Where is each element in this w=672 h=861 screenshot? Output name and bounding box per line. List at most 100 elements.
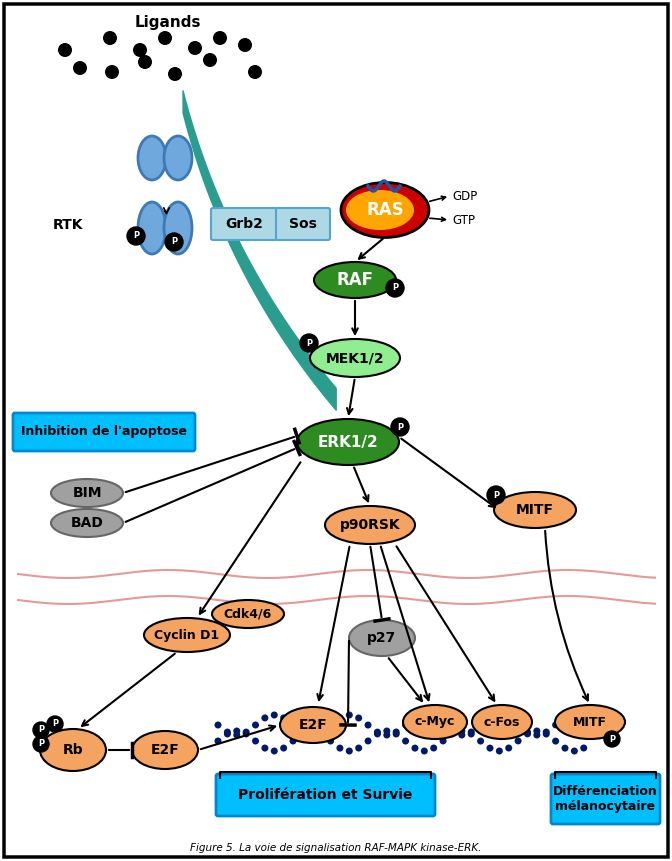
Circle shape: [383, 728, 390, 734]
Circle shape: [73, 61, 87, 75]
FancyBboxPatch shape: [276, 208, 330, 240]
Circle shape: [571, 711, 578, 718]
Text: Sos: Sos: [289, 217, 317, 231]
Text: MEK1/2: MEK1/2: [326, 351, 384, 365]
Circle shape: [505, 745, 512, 752]
Circle shape: [346, 711, 353, 718]
Text: p90RSK: p90RSK: [339, 518, 401, 532]
Ellipse shape: [325, 506, 415, 544]
Circle shape: [214, 738, 222, 745]
Circle shape: [308, 732, 315, 739]
Circle shape: [280, 745, 287, 752]
Circle shape: [580, 715, 587, 722]
Circle shape: [487, 715, 493, 722]
Circle shape: [552, 722, 559, 728]
Ellipse shape: [297, 419, 399, 465]
Circle shape: [33, 736, 49, 752]
Circle shape: [402, 722, 409, 728]
Circle shape: [524, 728, 531, 735]
Circle shape: [224, 730, 231, 737]
Circle shape: [248, 65, 262, 79]
FancyBboxPatch shape: [4, 4, 668, 857]
Circle shape: [534, 732, 540, 739]
Text: P: P: [133, 232, 139, 240]
Circle shape: [243, 728, 249, 735]
Circle shape: [290, 738, 296, 745]
Circle shape: [168, 67, 182, 81]
Text: RAS: RAS: [366, 201, 404, 219]
Ellipse shape: [51, 509, 123, 537]
Circle shape: [233, 728, 241, 734]
Circle shape: [318, 728, 325, 735]
Text: Ligands: Ligands: [135, 15, 201, 30]
Circle shape: [299, 730, 306, 737]
Circle shape: [411, 745, 419, 752]
Ellipse shape: [346, 190, 414, 230]
Text: Prolifération et Survie: Prolifération et Survie: [239, 788, 413, 802]
Circle shape: [261, 715, 268, 722]
Circle shape: [337, 715, 343, 722]
Circle shape: [430, 745, 437, 752]
Circle shape: [58, 43, 72, 57]
FancyBboxPatch shape: [216, 774, 435, 816]
Ellipse shape: [314, 262, 396, 298]
Text: ERK1/2: ERK1/2: [318, 435, 378, 449]
Circle shape: [543, 728, 550, 735]
Circle shape: [364, 738, 372, 745]
Circle shape: [133, 43, 147, 57]
Circle shape: [327, 738, 334, 745]
Circle shape: [290, 722, 296, 728]
Circle shape: [449, 728, 456, 735]
Text: Cdk4/6: Cdk4/6: [224, 608, 272, 621]
Circle shape: [477, 738, 484, 745]
Ellipse shape: [138, 202, 166, 254]
Circle shape: [468, 728, 474, 735]
Text: P: P: [38, 740, 44, 748]
Circle shape: [33, 722, 49, 738]
Circle shape: [318, 730, 325, 738]
Text: Figure 5. La voie de signalisation RAF-MAPK kinase-ERK.: Figure 5. La voie de signalisation RAF-M…: [190, 843, 482, 853]
Circle shape: [411, 715, 419, 722]
Text: P: P: [306, 338, 312, 348]
Circle shape: [355, 715, 362, 722]
Circle shape: [477, 722, 484, 728]
Text: MITF: MITF: [573, 715, 607, 728]
Circle shape: [402, 738, 409, 745]
Circle shape: [203, 53, 217, 67]
Circle shape: [233, 732, 241, 739]
Text: P: P: [609, 734, 615, 744]
Ellipse shape: [472, 705, 532, 739]
Ellipse shape: [144, 618, 230, 652]
Circle shape: [188, 41, 202, 55]
Circle shape: [364, 722, 372, 728]
Circle shape: [271, 711, 278, 718]
Circle shape: [534, 728, 540, 734]
Circle shape: [562, 745, 569, 752]
Circle shape: [515, 737, 521, 745]
Text: P: P: [38, 726, 44, 734]
Text: BIM: BIM: [73, 486, 101, 500]
Circle shape: [421, 747, 428, 754]
Circle shape: [252, 738, 259, 745]
Circle shape: [392, 730, 400, 738]
Ellipse shape: [51, 479, 123, 507]
Text: c-Myc: c-Myc: [415, 715, 455, 728]
Text: p27: p27: [368, 631, 396, 645]
FancyBboxPatch shape: [551, 774, 660, 824]
Circle shape: [127, 227, 145, 245]
Circle shape: [103, 31, 117, 45]
Circle shape: [105, 65, 119, 79]
Text: E2F: E2F: [298, 718, 327, 732]
Circle shape: [430, 715, 437, 722]
Circle shape: [496, 711, 503, 718]
Circle shape: [346, 747, 353, 754]
FancyBboxPatch shape: [13, 413, 195, 451]
Ellipse shape: [310, 339, 400, 377]
Ellipse shape: [138, 136, 166, 180]
Circle shape: [47, 716, 63, 732]
Circle shape: [158, 31, 172, 45]
Ellipse shape: [341, 183, 429, 238]
Circle shape: [252, 722, 259, 728]
Circle shape: [487, 486, 505, 504]
Circle shape: [487, 745, 493, 752]
